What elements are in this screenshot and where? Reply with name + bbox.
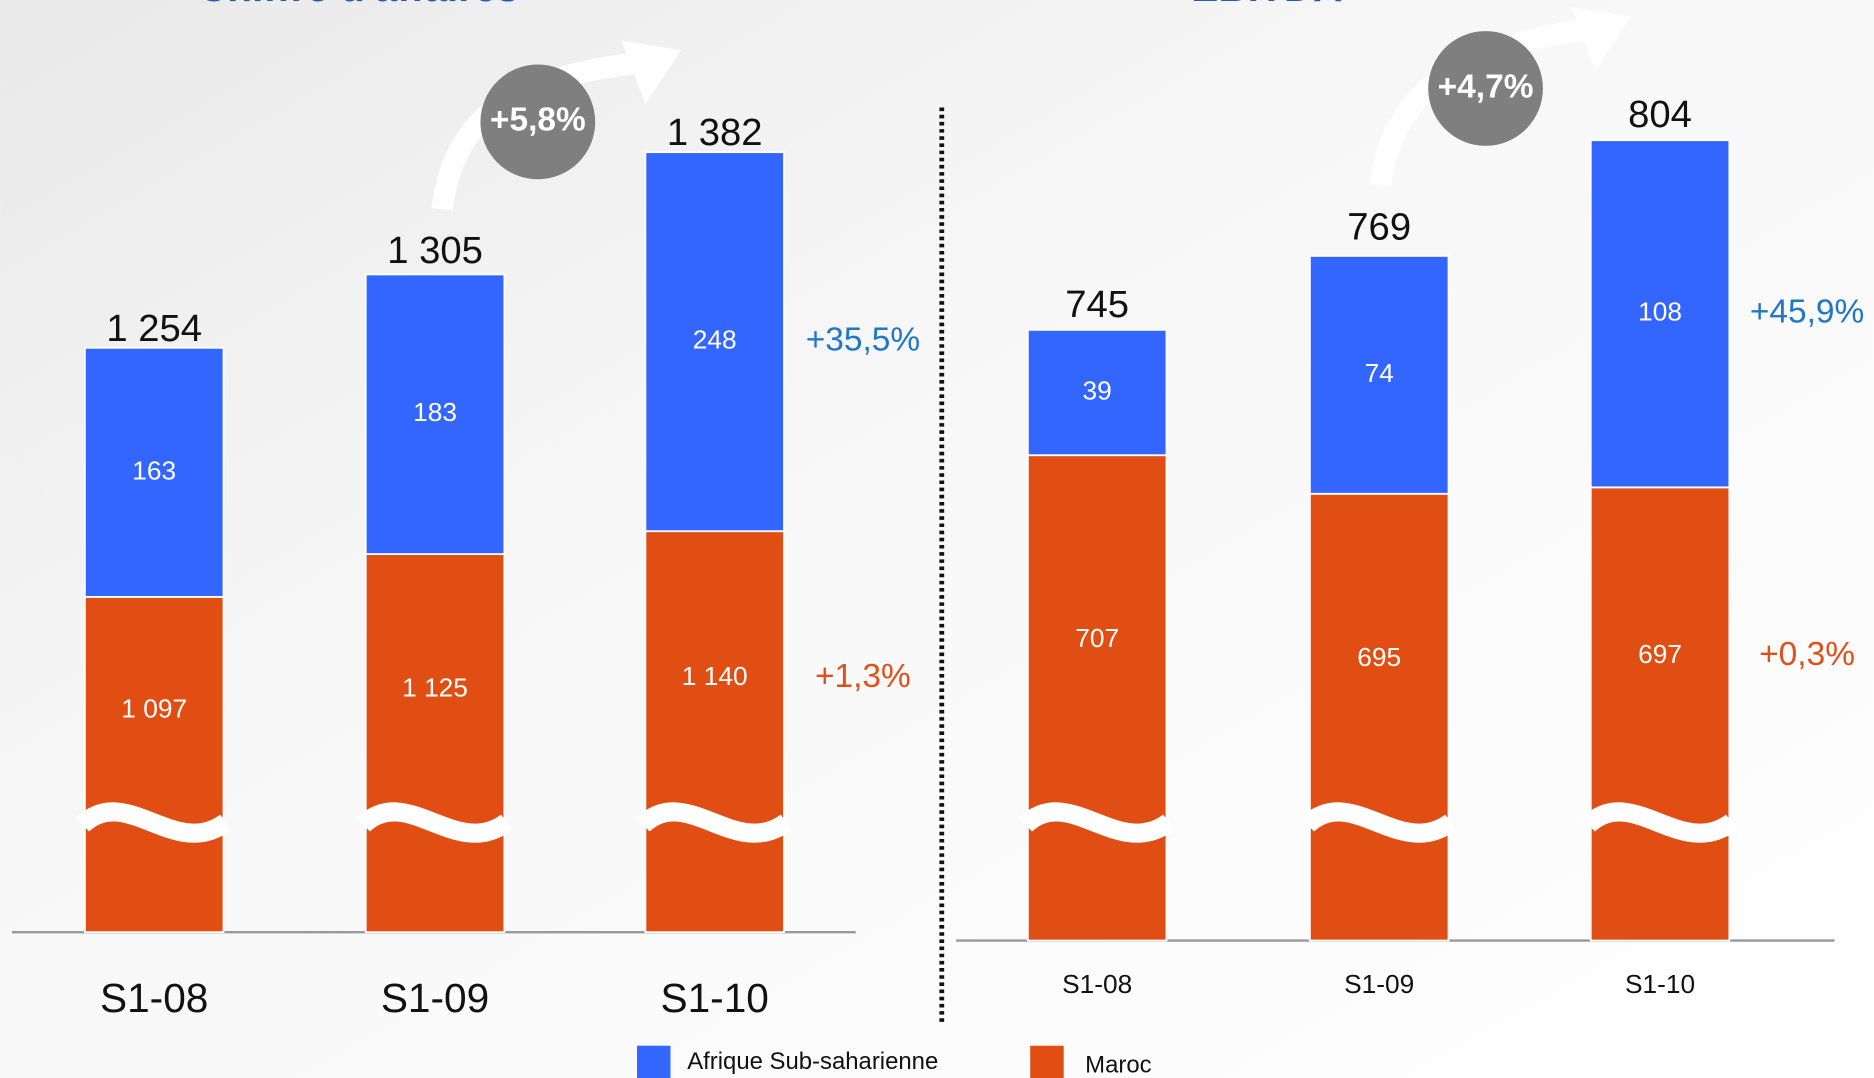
bar-segment: [1308, 255, 1450, 495]
bar-segment: [1308, 492, 1450, 942]
growth-badge: [480, 64, 596, 180]
x-tick-label: S1-10: [661, 975, 769, 1021]
total-label: 1 382: [667, 111, 763, 154]
arrow-head: [621, 40, 682, 104]
total-growth-label: +4,7%: [1438, 68, 1534, 105]
total-label: 745: [1065, 283, 1129, 326]
value-label: 248: [693, 325, 737, 355]
value-label: 695: [1357, 642, 1401, 672]
bar-segment: [1026, 454, 1168, 942]
value-label: 1 140: [682, 661, 748, 691]
growth-label: +45,9%: [1750, 294, 1864, 331]
total-label: 804: [1628, 93, 1692, 136]
bar-segment: [644, 151, 785, 533]
axis-break: [356, 802, 513, 843]
value-label: 74: [1365, 358, 1394, 388]
chart-title: EBITDA: [1191, 0, 1342, 10]
value-label: 183: [413, 397, 457, 427]
value-label: 1 125: [402, 672, 468, 702]
bar-segment: [1589, 486, 1731, 942]
total-label: 769: [1347, 206, 1411, 249]
x-tick-label: S1-09: [381, 975, 489, 1021]
axis-break: [636, 802, 793, 843]
growth-label: +1,3%: [815, 658, 911, 695]
x-tick-label: S1-08: [1062, 969, 1132, 999]
value-label: 707: [1075, 623, 1119, 653]
total-label: 1 305: [387, 229, 483, 272]
value-label: 1 097: [121, 694, 187, 724]
total-growth-label: +5,8%: [490, 102, 586, 139]
bar-segment: [364, 553, 506, 934]
value-label: 697: [1638, 639, 1682, 669]
value-label: 108: [1638, 297, 1682, 327]
bar-segment: [1589, 139, 1731, 489]
arrow-head: [1571, 7, 1632, 71]
growth-label: +35,5%: [806, 322, 920, 359]
x-tick-label: S1-09: [1344, 969, 1414, 999]
value-label: 163: [132, 455, 176, 485]
axis-break: [1018, 802, 1175, 843]
bar-segment: [644, 530, 785, 934]
x-tick-label: S1-08: [100, 975, 208, 1021]
chart-title: Chiffre d'affaires: [198, 0, 519, 10]
growth-badge: [1428, 31, 1543, 146]
growth-label: +0,3%: [1759, 636, 1855, 673]
axis-break: [1581, 802, 1738, 843]
legend-swatch: [1030, 1045, 1064, 1078]
value-label: 39: [1083, 375, 1112, 405]
total-label: 1 254: [106, 307, 202, 350]
axis-break: [1300, 802, 1457, 843]
bar-segment: [1026, 328, 1168, 457]
bar-segment: [83, 346, 225, 598]
axis-break: [75, 802, 232, 843]
bar-segment: [83, 595, 225, 934]
legend-label: Afrique Sub-saharienne: [687, 1048, 938, 1075]
x-tick-label: S1-10: [1625, 969, 1695, 999]
legend-label: Maroc: [1085, 1051, 1151, 1078]
bar-segment: [364, 273, 506, 556]
legend-swatch: [637, 1045, 671, 1078]
